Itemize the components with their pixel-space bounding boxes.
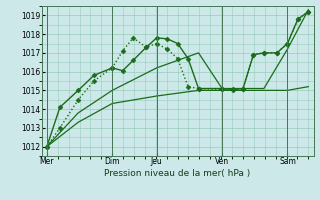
X-axis label: Pression niveau de la mer( hPa ): Pression niveau de la mer( hPa ) — [104, 169, 251, 178]
